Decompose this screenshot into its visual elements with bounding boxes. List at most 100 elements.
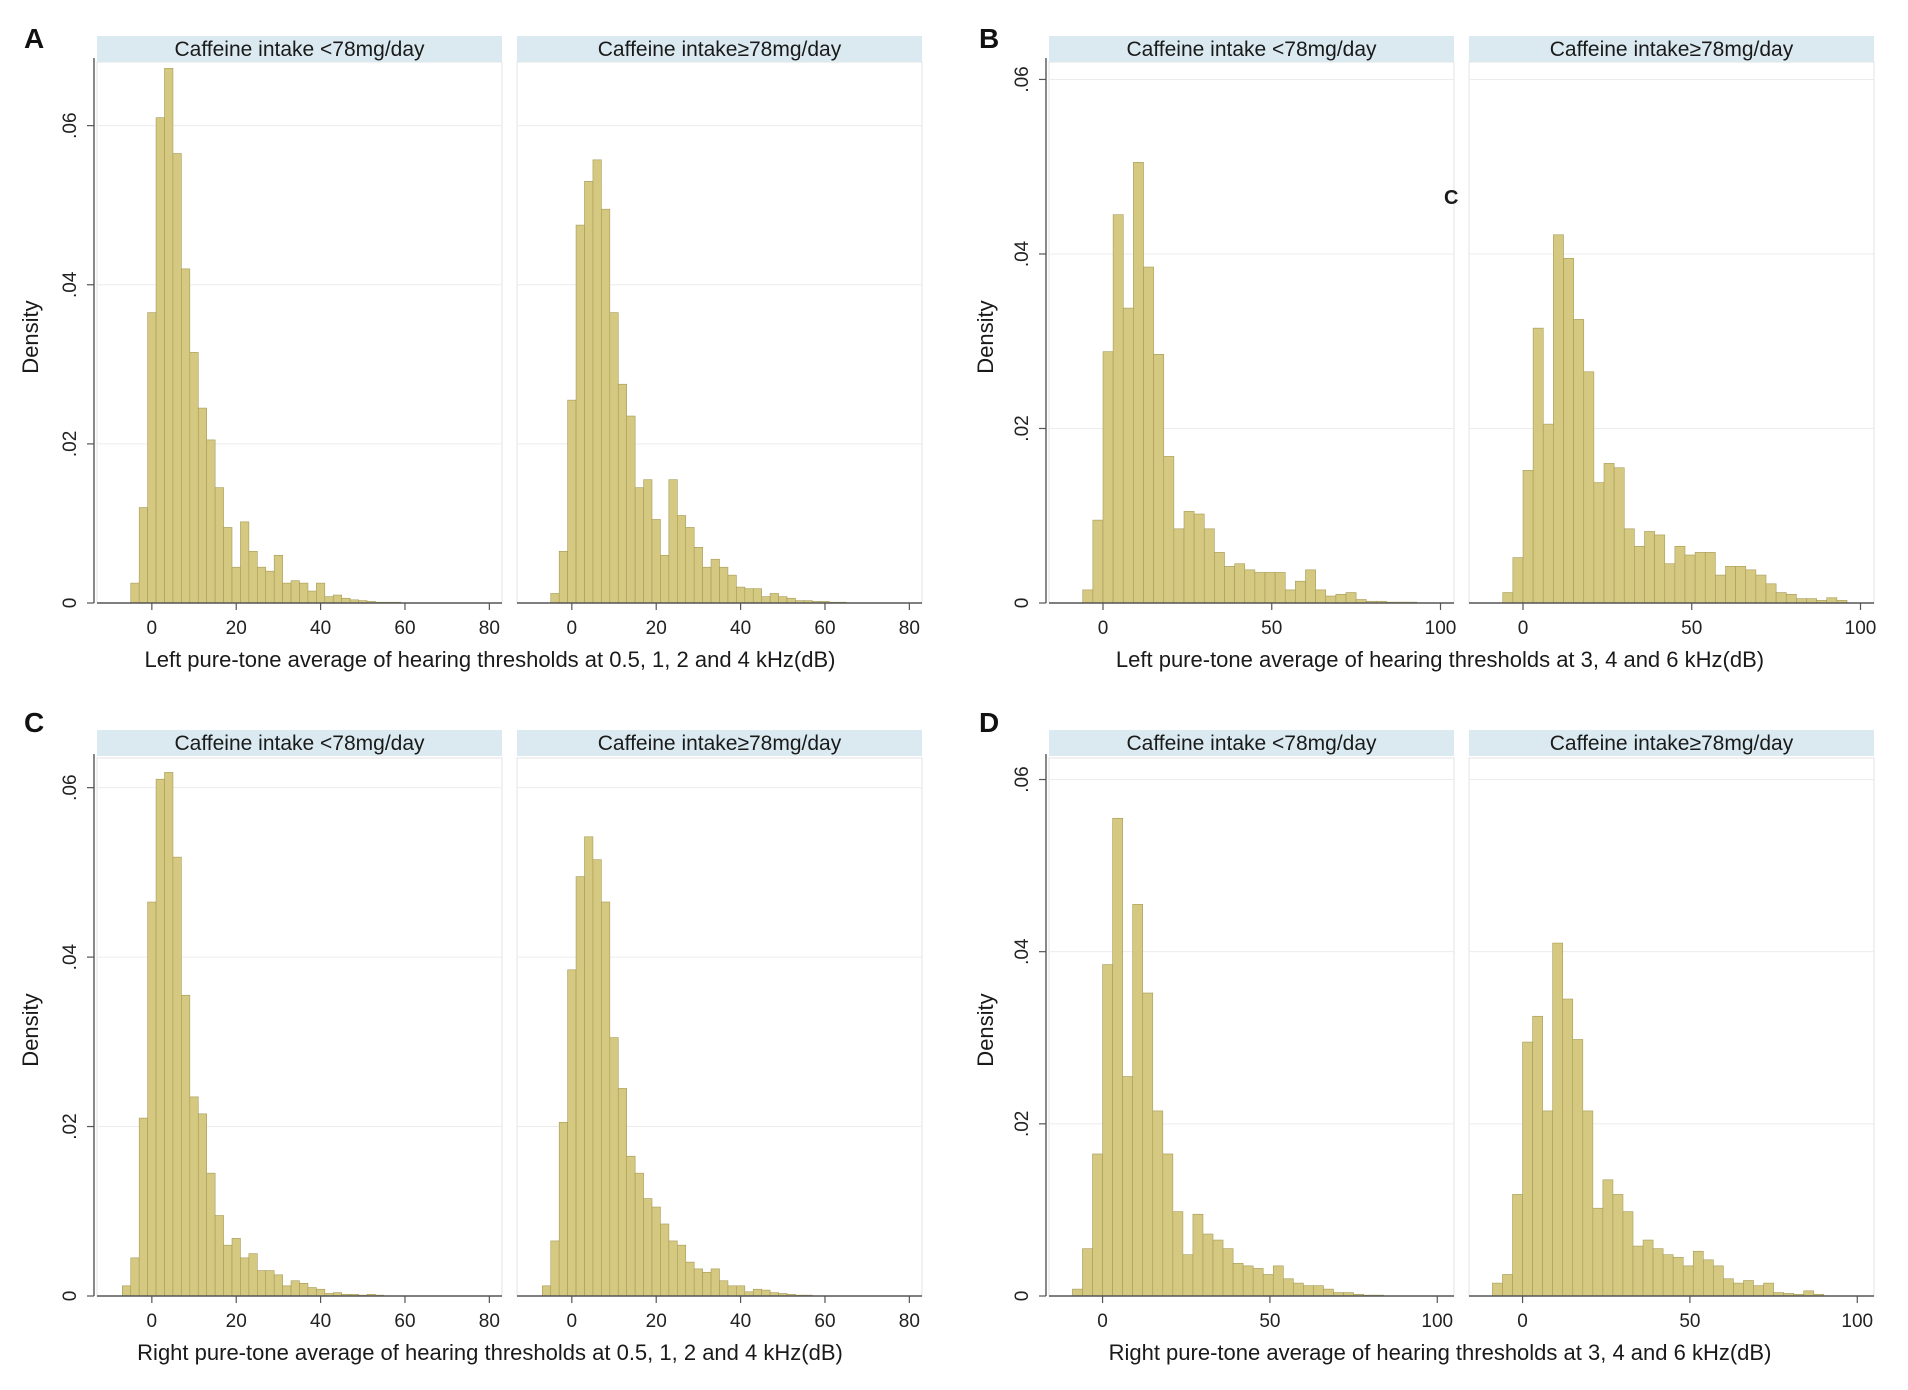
histogram-bar (643, 479, 653, 604)
x-tick-label: 40 (730, 618, 751, 639)
x-tick-label: 40 (310, 1311, 331, 1332)
histogram-bar (138, 1117, 148, 1297)
histogram-bar (592, 159, 602, 604)
histogram-bar (685, 527, 695, 604)
histogram-bar (575, 876, 585, 1297)
x-tick-label: 60 (394, 618, 415, 639)
histogram-bar (1775, 592, 1787, 604)
x-tick-label: 0 (1097, 1311, 1108, 1332)
histogram-bar (1072, 1288, 1083, 1297)
histogram-bar (332, 594, 342, 604)
histogram-bar (1305, 569, 1316, 604)
stray-mark: C (1444, 187, 1458, 209)
histogram-bar (1684, 554, 1696, 604)
histogram-bar (1102, 351, 1114, 604)
y-tick-label: .04 (1012, 240, 1033, 267)
strip-header (1469, 36, 1874, 62)
histogram-bar (1295, 580, 1306, 604)
x-tick-label: 100 (1841, 1311, 1873, 1332)
strip-title: Caffeine intake≥78mg/day (598, 38, 842, 61)
y-tick-label: .06 (1012, 66, 1033, 92)
histogram-bar (1282, 1278, 1294, 1297)
histogram-bar (1664, 563, 1676, 604)
histogram-bar (1532, 1015, 1543, 1297)
x-tick-label: 50 (1259, 1311, 1280, 1332)
strip-title: Caffeine intake <78mg/day (174, 38, 425, 61)
histogram-bar (1232, 1262, 1244, 1297)
histogram-bar (290, 1280, 300, 1297)
histogram-bar (189, 352, 199, 604)
histogram-bar (1082, 589, 1094, 604)
histogram-bar (601, 208, 611, 604)
histogram-bar (719, 566, 729, 604)
histogram-bar (677, 515, 687, 604)
histogram-bar (1122, 307, 1134, 604)
histogram-bar (316, 1288, 326, 1297)
subplot-high-caffeine: Caffeine intake≥78mg/day 0 50 100 (1468, 730, 1875, 1332)
histogram-bar (164, 772, 174, 1297)
histogram-bar (626, 1155, 636, 1297)
histogram-bar (710, 558, 720, 604)
y-tick-label: .02 (60, 431, 81, 457)
histogram-bar (206, 1172, 216, 1297)
histogram-bar (1662, 1254, 1674, 1297)
histogram-bar (660, 1223, 670, 1297)
histogram-bar (1173, 528, 1185, 604)
histogram-bar (257, 566, 267, 604)
x-tick-label: 80 (899, 1311, 920, 1332)
histogram-bar (155, 117, 165, 604)
histogram-bar (668, 1240, 678, 1297)
histogram-bar (231, 1238, 241, 1297)
histogram-bar (231, 566, 241, 604)
histogram-bar (685, 1261, 695, 1297)
x-tick-label: 100 (1845, 618, 1877, 639)
panel-letter: C (24, 707, 44, 738)
y-tick-label: .06 (60, 774, 81, 800)
panel-letter: A (24, 23, 44, 54)
histogram-bar (626, 415, 636, 604)
histogram-bar (609, 312, 619, 604)
histogram-bar (1325, 595, 1337, 604)
histogram-bar (651, 1206, 661, 1297)
histogram-bar (172, 856, 182, 1297)
y-tick-label: .02 (1012, 1111, 1033, 1137)
histogram-bar (575, 224, 585, 604)
strip-header (517, 730, 922, 756)
histogram-bar (1592, 1207, 1604, 1297)
histogram-bar (778, 596, 788, 604)
x-tick-label: 20 (646, 1311, 667, 1332)
histogram-bar (693, 547, 703, 604)
histogram-bar (240, 521, 250, 604)
histogram-bar (1262, 1274, 1274, 1297)
histogram-bar (1582, 1110, 1594, 1297)
histogram-bar (761, 596, 771, 604)
histogram-bar (299, 582, 309, 604)
histogram-bar (693, 1268, 703, 1297)
y-axis-label: Density (18, 300, 43, 373)
subplot-high-caffeine: Caffeine intake≥78mg/day 0 20 40 60 80 (516, 36, 923, 639)
histogram-bar (265, 1270, 275, 1297)
histogram-bar (1692, 1250, 1704, 1297)
y-tick-label: .02 (60, 1113, 81, 1139)
y-axis-label: Density (973, 300, 998, 373)
histogram-bar (1715, 574, 1726, 604)
histogram-bar (651, 519, 661, 604)
histogram-bar (1172, 1211, 1184, 1297)
x-tick-label: 100 (1425, 618, 1457, 639)
histogram-bar (1512, 557, 1524, 604)
histogram-bar (122, 1285, 132, 1297)
histogram-bar (1323, 1288, 1334, 1297)
histogram-bar (1702, 1259, 1714, 1297)
subplot-high-caffeine: Caffeine intake≥78mg/day 0 20 40 60 80 (516, 730, 923, 1332)
x-tick-label: 0 (1098, 618, 1109, 639)
histogram-bar (197, 1113, 207, 1297)
histogram-bar (1244, 569, 1256, 604)
strip-header (1049, 36, 1454, 62)
histogram-bar (1674, 545, 1686, 604)
histogram-bar (248, 1253, 258, 1297)
histogram-bar (1234, 563, 1246, 604)
histogram-bar (240, 1257, 250, 1297)
histogram-bar (1826, 597, 1838, 604)
x-axis-label: Right pure-tone average of hearing thres… (1109, 1340, 1772, 1365)
histogram-bar (223, 1244, 233, 1297)
